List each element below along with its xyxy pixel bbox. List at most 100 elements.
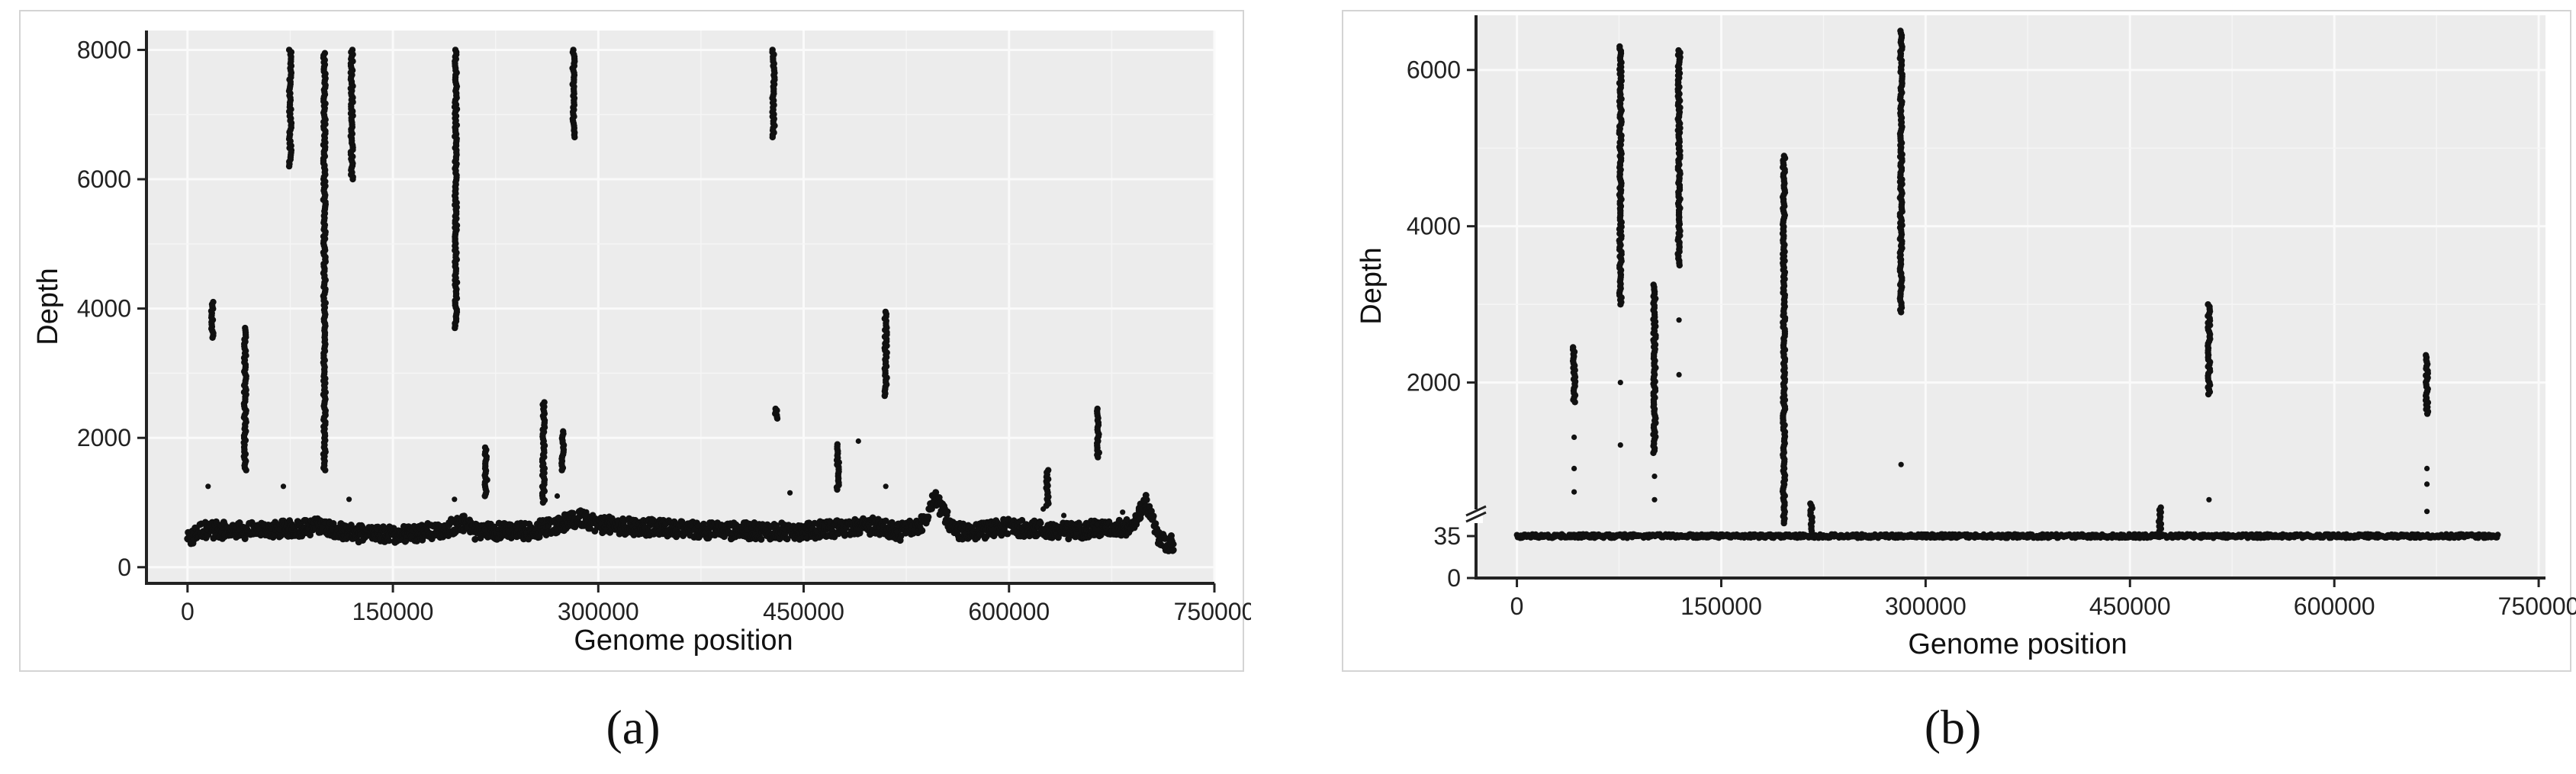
coverage-point (1037, 519, 1044, 527)
outlier-point (1651, 474, 1658, 480)
panel-a: 0 150000 300000 450000 600000 750000 0 2000 400… (0, 0, 1251, 774)
outlier-point (2424, 509, 2430, 515)
y-tick-label: 6000 (77, 165, 131, 193)
x-tick-label: 750000 (1174, 598, 1251, 625)
outlier-point (452, 496, 458, 503)
spike-point (2423, 410, 2431, 417)
coverage-point (621, 519, 627, 525)
spike-point (1650, 449, 1657, 457)
spike-point (1676, 262, 1683, 269)
outlier-point (2424, 481, 2430, 487)
spike-point (834, 486, 841, 493)
outlier-point (1676, 371, 1682, 377)
coverage-point (1004, 530, 1011, 538)
y-tick-label: 0 (117, 554, 131, 581)
chart-a-x-axis-label: Genome position (574, 625, 793, 657)
coverage-point (720, 533, 728, 541)
y-tick-label: 4000 (1407, 213, 1461, 240)
coverage-point (757, 535, 765, 543)
coverage-point (783, 535, 791, 543)
coverage-point (241, 535, 249, 542)
coverage-point (1150, 512, 1157, 520)
coverage-point (1076, 522, 1083, 529)
outlier-point (205, 483, 211, 490)
outlier-point (1651, 496, 1658, 503)
panel-a-label: (a) (606, 700, 660, 754)
y-tick-label: 2000 (1407, 369, 1461, 397)
spike-point (881, 392, 889, 400)
outlier-point (1120, 509, 1126, 515)
coverage-point (918, 527, 926, 535)
outlier-point (554, 493, 561, 499)
chart-b-axis-break (1465, 505, 1487, 523)
spike-point (1780, 519, 1787, 527)
outlier-point (1676, 317, 1682, 323)
outlier-point (280, 483, 287, 490)
coverage-point (2494, 532, 2501, 538)
y-tick-label: 6000 (1407, 56, 1461, 84)
outlier-point (2206, 496, 2212, 503)
outlier-point (346, 496, 352, 503)
chart-b-x-ticks: 0 150000 300000 450000 600000 750000 (1510, 578, 2576, 620)
spike-point (322, 467, 329, 474)
x-tick-label: 600000 (2294, 593, 2375, 620)
spike-point (2156, 528, 2163, 535)
x-tick-label: 0 (181, 598, 195, 625)
outlier-point (883, 483, 889, 490)
chart-a-canvas: 0 150000 300000 450000 600000 750000 0 2000 400… (19, 10, 1251, 754)
coverage-point (1152, 520, 1159, 528)
coverage-point (307, 532, 314, 539)
panel-b-label: (b) (1925, 700, 1982, 754)
spike-point (209, 334, 216, 341)
spike-point (349, 175, 356, 183)
chart-b-canvas: 0 150000 300000 450000 600000 750000 03520004… (1342, 10, 2576, 754)
outlier-point (1898, 204, 1904, 210)
chart-a-plot-area (146, 31, 1214, 583)
spike-point (1898, 309, 1905, 316)
outlier-point (1571, 465, 1577, 472)
chart-a-y-axis-label: Depth (32, 268, 64, 345)
coverage-point (882, 517, 889, 525)
outlier-point (1040, 506, 1047, 512)
x-tick-label: 0 (1510, 593, 1524, 620)
outlier-point (1571, 434, 1577, 441)
y-tick-label: 35 (1433, 522, 1461, 550)
outlier-point (1898, 259, 1904, 265)
spike-point (773, 415, 781, 422)
spike-point (558, 467, 565, 474)
coverage-point (1143, 496, 1150, 503)
chart-a-y-ticks: 0 2000 4000 6000 8000 (77, 36, 146, 581)
chart-b-x-axis-label: Genome position (1908, 628, 2127, 660)
outlier-point (855, 438, 861, 445)
y-tick-label: 8000 (77, 36, 131, 63)
spike-point (1808, 528, 1815, 535)
spike-point (481, 493, 488, 499)
spike-point (1571, 399, 1578, 406)
outlier-point (1617, 442, 1623, 448)
outlier-point (1571, 489, 1577, 495)
x-tick-label: 450000 (763, 598, 844, 625)
coverage-point (925, 513, 932, 521)
x-tick-label: 300000 (558, 598, 639, 625)
coverage-point (944, 508, 951, 515)
x-tick-label: 150000 (352, 598, 434, 625)
chart-b-data-points (1513, 27, 2501, 541)
outlier-point (787, 490, 793, 496)
coverage-point (1115, 516, 1123, 524)
x-tick-label: 600000 (968, 598, 1050, 625)
spike-point (769, 133, 776, 141)
x-tick-label: 150000 (1680, 593, 1762, 620)
x-tick-label: 300000 (1885, 593, 1967, 620)
spike-point (285, 162, 293, 170)
chart-a-data-points (184, 47, 1177, 554)
spike-point (452, 324, 458, 332)
spike-point (571, 133, 578, 141)
y-tick-label: 4000 (77, 295, 131, 323)
panel-b: 0 150000 300000 450000 600000 750000 0 35 2000 4… (1335, 0, 2576, 774)
coverage-point (1169, 546, 1177, 554)
outlier-point (1898, 461, 1904, 467)
y-tick-label: 2000 (77, 424, 131, 451)
coverage-point (330, 520, 337, 527)
chart-a-axes (145, 31, 1214, 585)
